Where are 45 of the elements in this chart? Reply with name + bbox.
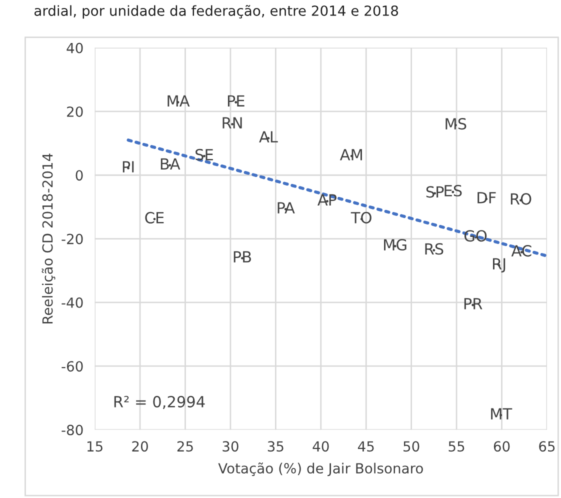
chart-title: ardial, por unidade da federação, entre 2014 e 2018 bbox=[34, 4, 398, 19]
annotation: PE bbox=[228, 95, 244, 106]
annotation: MT bbox=[491, 408, 512, 420]
annotation: RS bbox=[425, 243, 444, 255]
y-tick-label: 40 bbox=[66, 42, 83, 54]
y-axis-title: Reeleição CD 2018-2014 bbox=[42, 154, 56, 324]
annotation: DF bbox=[478, 192, 496, 204]
y-tick-label: 20 bbox=[67, 106, 83, 117]
annotation: RO bbox=[510, 193, 532, 205]
annotation: ES bbox=[444, 184, 462, 196]
x-tick-label: 65 bbox=[539, 441, 555, 452]
annotation: CE bbox=[145, 212, 164, 224]
annotation: RN bbox=[222, 117, 242, 128]
y-tick-label: 0 bbox=[76, 170, 83, 181]
annotation: AM bbox=[340, 149, 362, 160]
x-tick-label: 55 bbox=[448, 441, 464, 452]
annotation: PA bbox=[278, 202, 295, 214]
y-tick-label: -80 bbox=[62, 424, 83, 436]
x-tick-label: 20 bbox=[132, 441, 148, 452]
y-tick-label: -60 bbox=[62, 361, 83, 372]
annotation: R² = 0,2994 bbox=[114, 396, 205, 410]
x-tick-label: 25 bbox=[177, 441, 193, 452]
x-axis-title: Votação (%) de Jair Bolsonaro bbox=[218, 462, 423, 476]
annotation: PI bbox=[122, 161, 134, 172]
annotation: MA bbox=[168, 95, 190, 106]
x-tick-label: 30 bbox=[222, 441, 238, 452]
annotation: MS bbox=[446, 118, 466, 130]
x-tick-label: 35 bbox=[268, 441, 284, 452]
annotation: TO bbox=[350, 212, 372, 224]
annotation: AP bbox=[318, 194, 337, 206]
x-tick-label: 15 bbox=[88, 441, 102, 452]
annotation: MG bbox=[384, 238, 406, 251]
x-tick-label: 40 bbox=[312, 441, 329, 452]
x-tick-label: 45 bbox=[358, 441, 374, 452]
annotation: SE bbox=[196, 148, 213, 160]
x-tick-label: 60 bbox=[494, 441, 510, 452]
annotation: RJ bbox=[492, 258, 506, 272]
y-tick-label: -40 bbox=[62, 297, 83, 308]
x-tick-label: 50 bbox=[404, 441, 420, 452]
annotation: PB bbox=[234, 251, 251, 262]
annotation: BA bbox=[160, 158, 180, 170]
annotation: SP bbox=[426, 186, 444, 198]
annotation: PR bbox=[464, 298, 482, 310]
annotation: AL bbox=[259, 131, 278, 142]
y-tick-label: -20 bbox=[62, 234, 83, 244]
